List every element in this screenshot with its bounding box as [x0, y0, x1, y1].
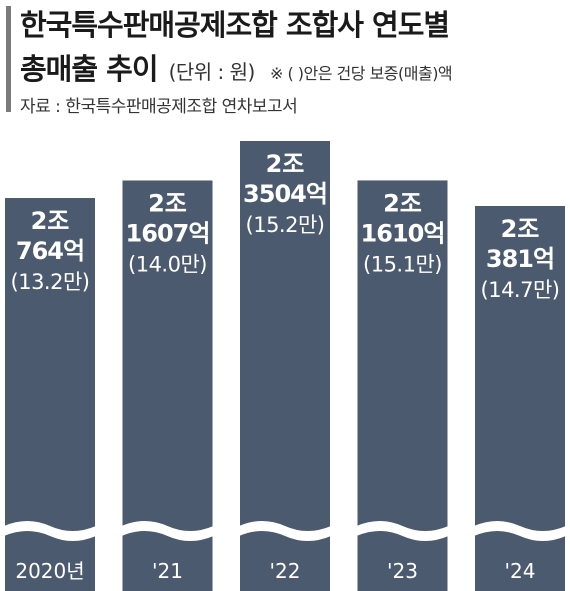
category-label: 2020년 [15, 559, 84, 583]
bar [240, 141, 330, 591]
axis-break-wave [239, 521, 331, 541]
axis-break-wave [474, 521, 566, 541]
per-case-label: (14.0만) [128, 252, 207, 276]
category-label: '23 [387, 559, 418, 583]
per-case-label: (15.2만) [246, 213, 325, 237]
category-label: '24 [505, 559, 536, 583]
bar-value-label: 381억 [486, 245, 554, 273]
chart-title-line2-row: 총매출 추이 (단위 : 원) ※ ( )안은 건당 보증(매출)액 [20, 46, 453, 88]
unit-label: (단위 : 원) [168, 60, 256, 84]
axis-break-wave [4, 521, 96, 541]
bar-value-label: 764억 [16, 237, 84, 265]
bar-value-label: 2조 [31, 207, 70, 235]
bar-value-label: 2조 [266, 150, 305, 178]
bar-value-label: 1610억 [361, 219, 445, 247]
per-case-label: (15.1만) [363, 252, 442, 276]
source-label: 자료 : 한국특수판매공제조합 연차보고서 [20, 97, 298, 117]
title-accent-bar [6, 6, 11, 112]
bar-value-label: 1607억 [126, 219, 210, 247]
chart-title-line1: 한국특수판매공제조합 조합사 연도별 [20, 8, 450, 42]
bar-value-label: 2조 [383, 189, 422, 217]
category-label: '22 [270, 559, 301, 583]
chart-header: 한국특수판매공제조합 조합사 연도별 총매출 추이 (단위 : 원) ※ ( )… [0, 0, 570, 120]
bar-value-label: 2조 [501, 215, 540, 243]
axis-break-wave [121, 521, 214, 541]
axis-break-wave [356, 521, 449, 541]
per-case-label: (13.2만) [11, 270, 90, 294]
bar-value-label: 2조 [148, 189, 187, 217]
bar-value-label: 3504억 [243, 180, 327, 208]
per-case-label: (14.7만) [481, 278, 560, 302]
chart-title-line2: 총매출 추이 [20, 52, 158, 86]
note-label: ※ ( )안은 건당 보증(매출)액 [269, 64, 453, 83]
category-label: '21 [152, 559, 183, 583]
